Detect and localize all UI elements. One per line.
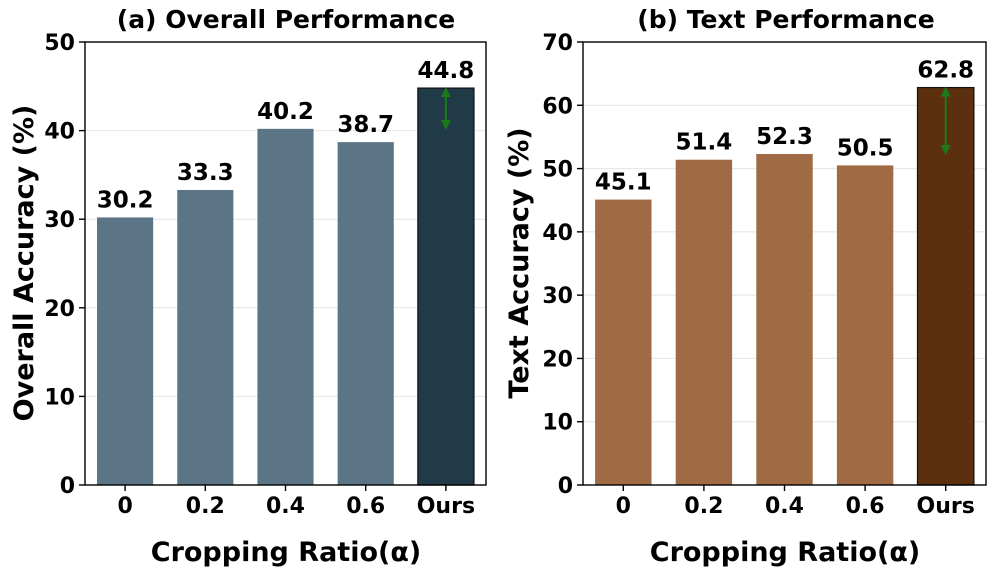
panel-b-title: (b) Text Performance xyxy=(637,5,934,34)
panel-b-y-tick-label: 0 xyxy=(558,474,573,499)
panel-b-data-label: 62.8 xyxy=(917,58,974,84)
panel-b: (b) Text Performance Text Accuracy (%) C… xyxy=(504,5,987,568)
panel-b-x-tick-label: 0.2 xyxy=(684,494,723,519)
panel-b-x-tick-label: 0.6 xyxy=(846,494,885,519)
panel-b-y-tick-label: 60 xyxy=(542,94,573,119)
panel-b-x-tick-label: Ours xyxy=(917,494,975,519)
panel-a-data-label: 33.3 xyxy=(177,160,234,186)
panel-a-x-tick-label: 0.6 xyxy=(346,494,385,519)
panel-a-x-tick-label: 0 xyxy=(117,494,132,519)
panel-b-data-label: 52.3 xyxy=(756,124,813,150)
panel-b-bar-ratio-0 xyxy=(595,199,652,485)
panel-a-bar-ratio-0.6 xyxy=(337,142,394,486)
panel-b-y-tick-label: 30 xyxy=(542,284,573,309)
panel-a-x-tick-label: 0.2 xyxy=(186,494,225,519)
panel-a-y-tick-label: 0 xyxy=(60,474,75,499)
panel-a-y-axis-label: Overall Accuracy (%) xyxy=(9,105,40,422)
panel-b-y-tick-label: 10 xyxy=(542,411,573,436)
panel-b-x-axis-label: Cropping Ratio(α) xyxy=(650,537,921,568)
panel-a-y-tick-label: 40 xyxy=(44,120,75,145)
panel-a-y-tick-label: 30 xyxy=(44,208,75,233)
panel-a-x-tick-label: 0.4 xyxy=(266,494,305,519)
panel-b-bar-ratio-0.6 xyxy=(836,165,894,485)
panel-a-title: (a) Overall Performance xyxy=(117,5,455,34)
panel-a-x-tick-label: Ours xyxy=(417,494,475,519)
panel-b-data-labels: 45.1 51.4 52.3 50.5 62.8 xyxy=(595,58,974,196)
panel-a-data-label: 44.8 xyxy=(418,58,475,84)
panel-a-y-tick-label: 10 xyxy=(44,385,75,410)
panel-a: (a) Overall Performance Overall Accuracy… xyxy=(9,5,487,568)
panel-a-bars xyxy=(97,87,475,486)
panel-a-y-tick-label: 50 xyxy=(44,31,75,56)
panel-a-data-label: 40.2 xyxy=(257,99,314,125)
panel-a-ticks: 0 10 20 30 40 50 0 0.2 0.4 0.6 Ours xyxy=(44,31,475,519)
panel-a-data-label: 30.2 xyxy=(97,187,154,213)
panel-a-y-tick-label: 20 xyxy=(44,297,75,322)
panel-a-bar-ratio-0.4 xyxy=(257,128,314,485)
panel-b-y-axis-label: Text Accuracy (%) xyxy=(504,127,535,398)
panel-a-data-label: 38.7 xyxy=(337,112,394,138)
panel-b-bar-ratio-0.2 xyxy=(675,159,733,485)
panel-b-data-label: 45.1 xyxy=(595,170,652,196)
panel-a-bar-ratio-0.2 xyxy=(177,189,234,485)
panel-b-data-label: 50.5 xyxy=(837,135,894,161)
panel-b-x-tick-label: 0.4 xyxy=(765,494,804,519)
panel-a-x-axis-label: Cropping Ratio(α) xyxy=(151,537,422,568)
panel-a-data-labels: 30.2 33.3 40.2 38.7 44.8 xyxy=(97,58,475,213)
panel-a-bar-ratio-0 xyxy=(97,217,154,486)
panel-b-bar-ratio-0.4 xyxy=(756,154,813,485)
panel-b-y-tick-label: 50 xyxy=(542,158,573,183)
panel-a-bar-ours xyxy=(417,87,475,486)
panel-b-y-tick-label: 70 xyxy=(542,31,573,56)
panel-b-x-tick-label: 0 xyxy=(616,494,631,519)
panel-b-ticks: 0 10 20 30 40 50 60 70 0 0.2 0.4 0.6 Ours xyxy=(542,31,974,519)
panel-b-data-label: 51.4 xyxy=(676,130,733,156)
panel-b-y-tick-label: 40 xyxy=(542,221,573,246)
panel-b-y-tick-label: 20 xyxy=(542,347,573,372)
